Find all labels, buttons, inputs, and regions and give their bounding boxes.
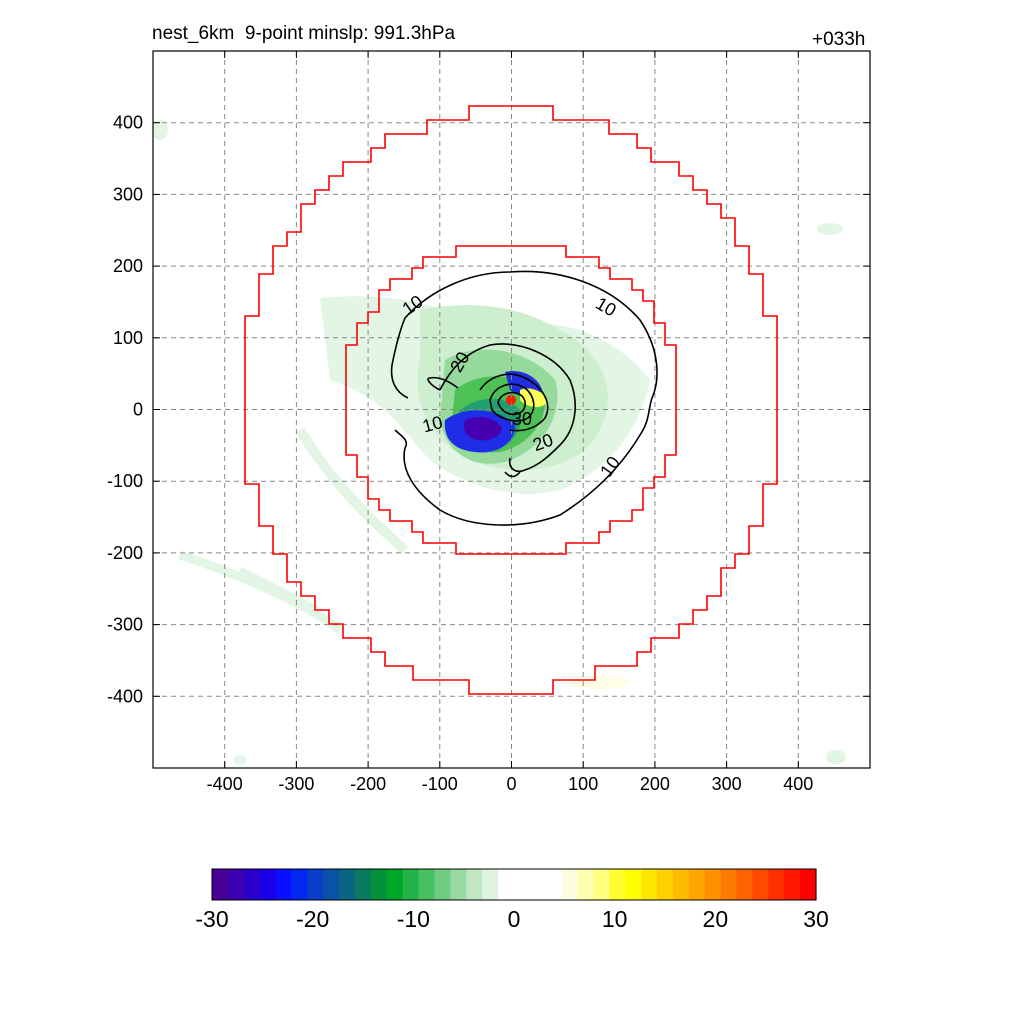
colorbar-segment: [529, 869, 547, 900]
colorbar-segment: [720, 869, 738, 900]
colorbar-segment: [514, 869, 531, 900]
x-tick-label: 200: [640, 774, 670, 794]
colorbar-segment: [275, 869, 293, 900]
colorbar-segment: [625, 869, 642, 900]
outer-domain-boundary: [244, 105, 778, 695]
colorbar-segment: [418, 869, 436, 900]
colorbar-segment: [657, 869, 674, 900]
contour-lines: [390, 270, 658, 526]
green-spot-e: [817, 223, 843, 235]
y-tick-label: -100: [107, 471, 143, 491]
x-tick-label: 400: [783, 774, 813, 794]
colorbar-segment: [688, 869, 706, 900]
colorbar-segment: [355, 869, 372, 900]
y-tick-label: 300: [113, 184, 143, 204]
colorbar-segment: [593, 869, 610, 900]
colorbar-segment: [561, 869, 579, 900]
colorbar-segment: [212, 869, 229, 900]
colorbar-segment: [243, 869, 261, 900]
colorbar-segment: [434, 869, 452, 900]
colorbar-segment: [482, 869, 499, 900]
axis-ticks: -400 -300 -200 -100 0 100 200 300 40040030020010…: [107, 51, 870, 794]
colorbar-tick-label: 30: [803, 906, 829, 932]
x-tick-label: -300: [278, 774, 314, 794]
colorbar-tick-label: 0: [508, 906, 521, 932]
contour-50: [497, 391, 526, 416]
colorbar: -30 -20 -10 0 10 20 30: [195, 868, 829, 932]
y-tick-label: -400: [107, 686, 143, 706]
x-tick-label: -400: [207, 774, 243, 794]
colorbar-segment: [784, 869, 801, 900]
colorbar-segment: [259, 869, 277, 900]
inner-domain-boundary: [345, 245, 677, 555]
colorbar-segment: [609, 869, 626, 900]
colorbar-segment: [386, 869, 404, 900]
yellow-spot-s: [570, 675, 630, 689]
green-spot-se: [826, 750, 846, 764]
green-filament-w: [178, 550, 343, 634]
colorbar-segment: [227, 869, 245, 900]
colorbar-tick-label: 10: [602, 906, 628, 932]
colorbar-segment: [800, 869, 817, 900]
y-tick-label: -200: [107, 543, 143, 563]
contour-10-south: [504, 471, 521, 478]
green-spot-sw: [234, 755, 246, 765]
colorbar-segment: [291, 869, 308, 900]
contour-30: [479, 373, 549, 432]
colorbar-segment: [736, 869, 754, 900]
colorbar-tick-label: 20: [703, 906, 729, 932]
y-tick-label: 100: [113, 328, 143, 348]
contour-label: 30: [512, 409, 532, 429]
y-tick-label: 0: [133, 400, 143, 420]
colorbar-segment: [768, 869, 785, 900]
colorbar-segment: [370, 869, 388, 900]
contour-40: [489, 383, 535, 422]
y-tick-label: -300: [107, 615, 143, 635]
y-tick-label: 400: [113, 113, 143, 133]
green-spot-nw: [153, 120, 168, 140]
chart-title: nest_6km 9-point minslp: 991.3hPa: [152, 23, 456, 44]
green-filament-w2: [238, 566, 322, 616]
green-filament-sw: [295, 427, 409, 554]
colorbar-segment: [672, 869, 690, 900]
colorbar-segment: [498, 869, 515, 900]
colorbar-segment: [545, 869, 563, 900]
yellow-core: [520, 388, 548, 408]
purple-core: [464, 417, 502, 441]
colorbar-segment: [704, 869, 722, 900]
colorbar-segment: [641, 869, 658, 900]
x-tick-label: 300: [712, 774, 742, 794]
colorbar-segment: [752, 869, 769, 900]
contour-20: [427, 343, 576, 473]
x-tick-label: 100: [568, 774, 598, 794]
x-tick-label: 0: [506, 774, 516, 794]
colorbar-segment: [339, 869, 356, 900]
storm-center: [506, 395, 516, 405]
forecast-hour-label: +033h: [812, 29, 866, 50]
colorbar-segment: [307, 869, 324, 900]
contour-10-outer: [390, 270, 658, 526]
colorbar-segment: [450, 869, 467, 900]
colorbar-frame: [211, 868, 817, 901]
colorbar-segment: [323, 869, 340, 900]
colorbar-segment: [402, 869, 420, 900]
x-tick-label: -200: [350, 774, 386, 794]
colorbar-tick-label: -10: [397, 906, 430, 932]
colorbar-tick-label: -20: [296, 906, 329, 932]
x-tick-label: -100: [422, 774, 458, 794]
colorbar-segment: [577, 869, 595, 900]
colorbar-segment: [466, 869, 483, 900]
shaded-field: [153, 120, 846, 765]
colorbar-tick-label: -30: [195, 906, 228, 932]
y-tick-label: 200: [113, 256, 143, 276]
